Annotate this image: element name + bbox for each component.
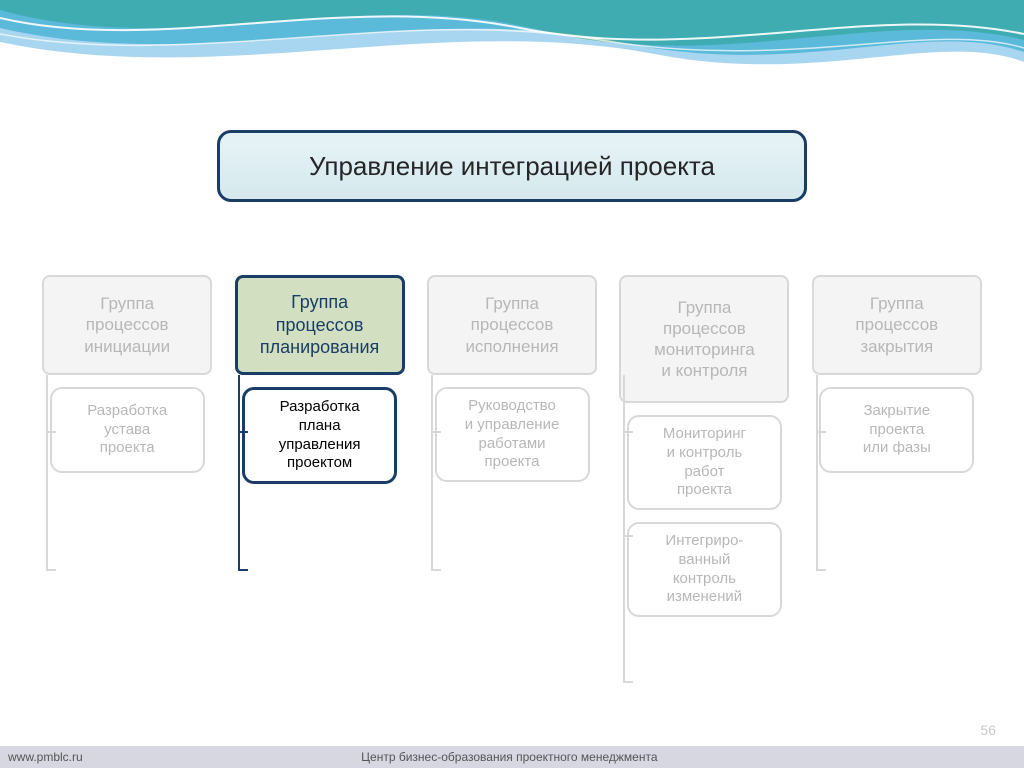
- group-box-execution: Группа процессов исполнения: [427, 275, 597, 375]
- column-planning: Группа процессов планирования Разработка …: [232, 275, 406, 617]
- sub-box-initiation-0: Разработка устава проекта: [50, 387, 205, 473]
- tree-branch: [623, 535, 633, 537]
- column-execution: Группа процессов исполнения Руководство и…: [425, 275, 599, 617]
- footer-bar: www.pmblc.ru Центр бизнес-образования пр…: [0, 746, 1024, 768]
- column-closing: Группа процессов закрытия Закрытие проект…: [810, 275, 984, 617]
- title-box: Управление интеграцией проекта: [217, 130, 807, 202]
- footer-center: Центр бизнес-образования проектного мене…: [3, 750, 1016, 764]
- tree-connector: [238, 375, 248, 571]
- column-initiation: Группа процессов инициации Разработка уст…: [40, 275, 214, 617]
- sub-box-execution-0: Руководство и управление работами проект…: [435, 387, 590, 482]
- tree-connector: [623, 375, 633, 683]
- sub-box-monitoring-0: Мониторинг и контроль работ проекта: [627, 415, 782, 510]
- sub-box-planning-0: Разработка плана управления проектом: [242, 387, 397, 484]
- title-text: Управление интеграцией проекта: [309, 151, 715, 182]
- tree-connector: [816, 375, 826, 571]
- decorative-waves: [0, 0, 1024, 70]
- tree-branch: [623, 431, 633, 433]
- tree-branch: [46, 431, 56, 433]
- tree-branch: [431, 431, 441, 433]
- group-box-planning: Группа процессов планирования: [235, 275, 405, 375]
- group-box-monitoring: Группа процессов мониторинга и контроля: [619, 275, 789, 403]
- page-number: 56: [980, 722, 996, 738]
- sub-box-monitoring-1: Интегриро- ванный контроль изменений: [627, 522, 782, 617]
- sub-box-closing-0: Закрытие проекта или фазы: [819, 387, 974, 473]
- group-box-initiation: Группа процессов инициации: [42, 275, 212, 375]
- tree-branch: [238, 431, 248, 433]
- tree-connector: [46, 375, 56, 571]
- tree-connector: [431, 375, 441, 571]
- column-monitoring: Группа процессов мониторинга и контроля М…: [617, 275, 791, 617]
- tree-branch: [816, 431, 826, 433]
- process-columns: Группа процессов инициации Разработка уст…: [40, 275, 984, 617]
- group-box-closing: Группа процессов закрытия: [812, 275, 982, 375]
